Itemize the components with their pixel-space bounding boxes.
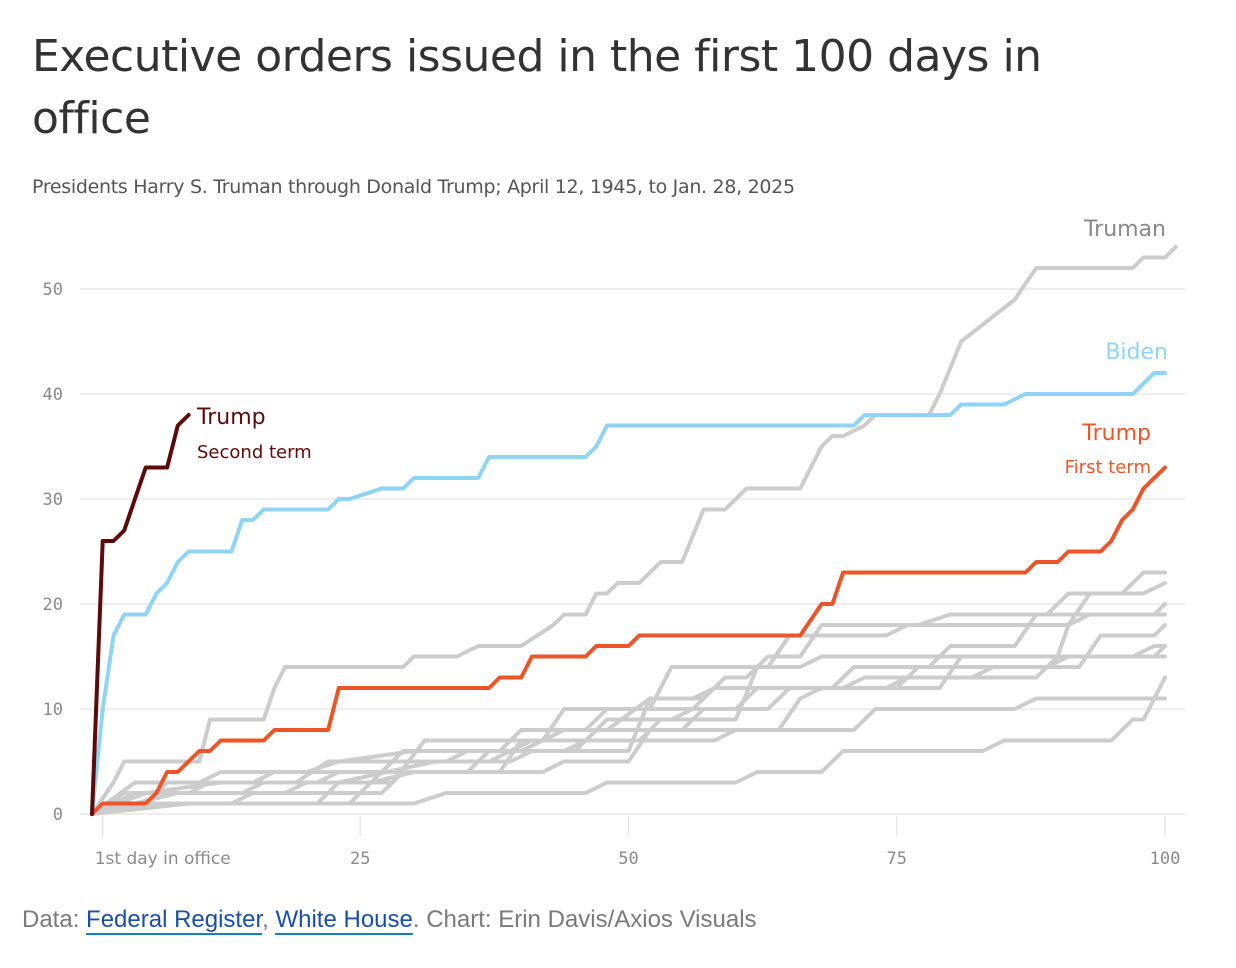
y-tick-label: 30 <box>43 490 63 510</box>
trump-second-term-label: Trump <box>196 405 266 430</box>
y-tick-label: 10 <box>43 700 63 720</box>
x-axis-ticks: 1st day in office 25 50 75 100 <box>95 849 1181 869</box>
truman-label: Truman <box>1083 217 1166 242</box>
x-tick-label: 50 <box>618 849 638 869</box>
other-presidents-lines <box>90 245 1178 816</box>
y-axis-ticks: 0 10 20 30 40 50 <box>43 280 63 825</box>
x-tick-label: 25 <box>350 849 370 869</box>
chart-subtitle: Presidents Harry S. Truman through Donal… <box>32 176 795 198</box>
series-line-other-8 <box>90 570 1167 816</box>
line-chart: 0 10 20 30 40 50 1st day in office 25 50 75 100 T… <box>43 217 1185 869</box>
series-line-trump-second-term- <box>90 413 191 816</box>
series-line-other-6 <box>90 644 1167 816</box>
x-tick-label: 1st day in office <box>95 849 231 869</box>
series-labels: Truman Biden Trump First term Trump Second te… <box>196 217 1168 478</box>
trump-first-term-sublabel: First term <box>1065 457 1151 478</box>
series-line-other-10 <box>90 644 1167 816</box>
y-tick-label: 40 <box>43 385 63 405</box>
y-tick-label: 0 <box>53 805 63 825</box>
series-line-truman <box>90 245 1178 816</box>
series-line-other-7 <box>90 654 1167 816</box>
y-tick-label: 50 <box>43 280 63 300</box>
gridlines <box>80 288 1185 836</box>
chart-title: Executive orders issued in the first 100… <box>32 31 1042 144</box>
source-prefix: Data: <box>22 906 87 933</box>
biden-label: Biden <box>1105 340 1168 365</box>
highlighted-lines <box>90 371 1167 816</box>
series-line-other-9 <box>90 581 1167 816</box>
y-tick-label: 20 <box>43 595 63 615</box>
series-line-biden <box>90 371 1167 816</box>
x-tick-label: 100 <box>1150 849 1181 869</box>
source-credit: Data: Federal Register, White House. Cha… <box>22 906 757 935</box>
series-line-trump-first-term- <box>90 465 1167 816</box>
source-separator: , <box>262 906 276 933</box>
federal-register-link[interactable]: Federal Register <box>86 906 263 935</box>
white-house-link[interactable]: White House <box>275 906 413 935</box>
trump-second-term-sublabel: Second term <box>197 442 312 463</box>
chart-credit: . Chart: Erin Davis/Axios Visuals <box>412 906 757 933</box>
trump-first-term-label: Trump <box>1081 421 1151 446</box>
series-line-other-4 <box>90 696 1167 816</box>
x-tick-label: 75 <box>887 849 907 869</box>
